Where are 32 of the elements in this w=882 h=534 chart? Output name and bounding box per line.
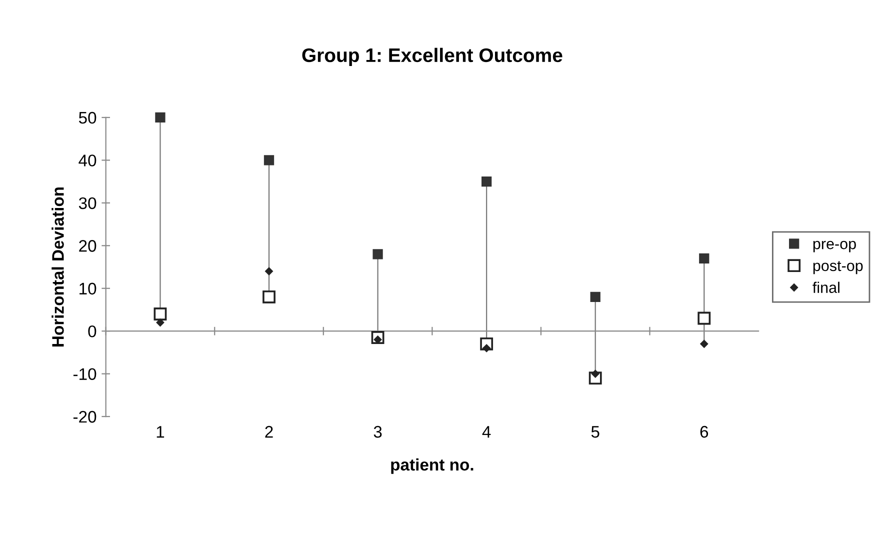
y-tick-label: 50 — [78, 112, 96, 124]
point — [155, 112, 166, 123]
point — [154, 308, 167, 320]
y-tick-label: 0 — [88, 325, 96, 338]
x-tick-label: 1 — [156, 426, 164, 438]
legend-label: pre-op — [813, 240, 856, 252]
y-tick-label: 20 — [79, 240, 96, 252]
point — [700, 340, 708, 348]
chart-title: Group 1: Excellent Outcome — [302, 48, 562, 66]
y-tick-label: -20 — [73, 410, 96, 423]
x-tick-label: 2 — [265, 426, 273, 438]
x-tick-label: 3 — [374, 426, 382, 438]
x-axis-title: patient no. — [391, 458, 474, 474]
point — [698, 312, 711, 325]
y-tick-label: -10 — [73, 368, 96, 380]
y-tick-label: 40 — [78, 154, 96, 166]
x-tick-label: 5 — [591, 426, 600, 438]
point — [699, 253, 710, 264]
point — [156, 318, 164, 326]
y-axis-title: Horizontal Deviation — [52, 187, 64, 346]
point — [482, 176, 492, 187]
x-tick-label: 6 — [700, 426, 708, 438]
point — [262, 290, 276, 304]
point — [264, 155, 274, 166]
point — [590, 292, 600, 302]
x-tick-label: 4 — [482, 426, 491, 438]
point — [265, 267, 273, 276]
legend-label: post-op — [813, 261, 863, 274]
point — [372, 249, 383, 260]
y-tick-label: 30 — [78, 197, 96, 210]
y-tick-label: 10 — [80, 282, 96, 295]
legend-label: final — [812, 282, 840, 293]
